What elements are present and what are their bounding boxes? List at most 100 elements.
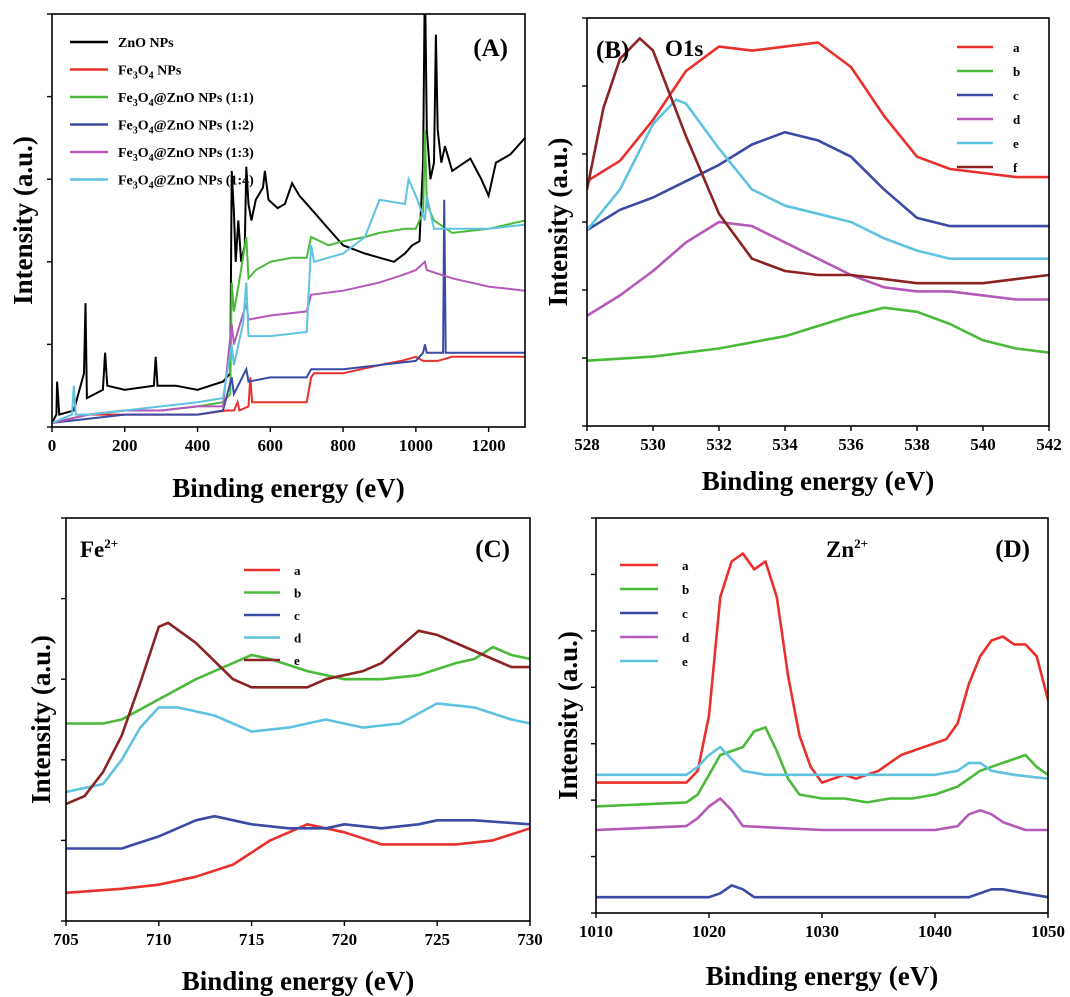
series-line-b [596, 726, 1048, 808]
legend-label: a [682, 558, 689, 573]
legend-label: c [1013, 88, 1019, 103]
x-tick-label: 530 [640, 435, 666, 454]
x-tick-label: 715 [239, 930, 265, 949]
x-tick-label: 800 [330, 436, 356, 455]
x-tick-label: 528 [574, 435, 600, 454]
series-line-zno-nps [52, 14, 525, 424]
y-axis-title: Intensity (a.u.) [543, 138, 573, 307]
legend-label: b [1013, 64, 1020, 79]
legend-label: b [294, 586, 301, 601]
text-part: 4 [149, 153, 154, 164]
text-part: 3 [133, 126, 138, 137]
x-tick-label: 1020 [692, 922, 726, 941]
series-line-fe3o4-zno-nps-1-1- [52, 129, 525, 424]
series-line-e [66, 621, 530, 806]
legend-label: e [1013, 136, 1019, 151]
legend-label: a [1013, 40, 1020, 55]
text-part: e [1013, 136, 1019, 151]
legend-label: a [294, 563, 301, 578]
series-line-b [587, 306, 1049, 362]
panel-label: (A) [473, 35, 508, 62]
text-part: f [1013, 160, 1018, 175]
text-part: NPs [154, 64, 182, 79]
text-part: e [682, 654, 688, 669]
panel-title: Zn2+ [826, 536, 868, 562]
y-axis-title: Intensity (a.u.) [8, 136, 38, 305]
text-part: 4 [149, 181, 154, 192]
panel-title: Fe2+ [80, 536, 118, 562]
x-tick-label: 200 [112, 436, 138, 455]
chart-panel-a: 0 200 400 600 800 1000 1200 Binding energy (eV)… [8, 13, 526, 503]
text-part: b [1013, 64, 1020, 79]
text-part: c [682, 606, 688, 621]
series-line-fe3o4-zno-nps-1-4- [52, 175, 525, 424]
plot-frame [586, 17, 1050, 427]
x-axis-title: Binding energy (eV) [706, 961, 939, 991]
text-part: @ZnO NPs (1:2) [154, 119, 254, 134]
legend-label: Fe3O4@ZnO NPs (1:1) [118, 91, 254, 109]
series-line-fe3o4-zno-nps-1-3- [52, 259, 525, 424]
text-part: Zn [826, 537, 854, 562]
text-part: Fe [80, 537, 104, 562]
series-line-fe3o4-zno-nps-1-2- [52, 199, 525, 424]
x-tick-label: 725 [424, 930, 450, 949]
text-part: O [138, 91, 149, 106]
series-line-a [66, 823, 530, 895]
x-tick-label: 536 [838, 435, 864, 454]
text-part: 2+ [854, 536, 868, 551]
panel-label: (C) [475, 536, 510, 563]
text-part: Fe [118, 174, 133, 189]
series-line-c [596, 884, 1048, 899]
text-part: c [1013, 88, 1019, 103]
text-part: ZnO NPs [118, 36, 174, 51]
series-line-a [587, 41, 1049, 183]
text-part: 3 [133, 153, 138, 164]
text-part: Fe [118, 119, 133, 134]
text-part: O [138, 64, 149, 79]
plot-frame [65, 517, 531, 922]
text-part: e [294, 653, 300, 668]
text-part: a [1013, 40, 1020, 55]
x-axis-title: Binding energy (eV) [172, 473, 405, 503]
text-part: 4 [149, 126, 154, 137]
text-part: Fe [118, 91, 133, 106]
legend-label: d [682, 630, 690, 645]
y-axis-title: Intensity (a.u.) [26, 635, 56, 804]
legend-label: e [682, 654, 688, 669]
text-part: O [138, 119, 149, 134]
legend-label: c [294, 608, 300, 623]
x-tick-label: 532 [706, 435, 732, 454]
text-part: O [138, 146, 149, 161]
plot-frame [51, 13, 526, 428]
x-axis-title: Binding energy (eV) [182, 966, 415, 996]
x-tick-label: 540 [970, 435, 996, 454]
text-part: d [294, 631, 302, 646]
x-tick-label: 1040 [918, 922, 952, 941]
text-part: d [682, 630, 690, 645]
text-part: 3 [133, 71, 138, 82]
plot-frame [595, 517, 1049, 914]
text-part: 4 [149, 71, 154, 82]
panel-label: (D) [995, 536, 1030, 563]
legend-label: Fe3O4@ZnO NPs (1:2) [118, 119, 254, 137]
text-part: b [682, 582, 689, 597]
panel-title: O1s [665, 36, 703, 61]
panel-label: (B) [596, 37, 629, 64]
chart-panel-b: 528 530 532 534 536 538 540 542 Binding energy (… [543, 17, 1062, 496]
text-part: a [682, 558, 689, 573]
x-tick-label: 1200 [472, 436, 506, 455]
x-tick-label: 538 [904, 435, 930, 454]
text-part: 2+ [104, 536, 118, 551]
x-tick-label: 1010 [579, 922, 613, 941]
legend-label: b [682, 582, 689, 597]
x-tick-label: 1030 [805, 922, 839, 941]
y-axis-title: Intensity (a.u.) [553, 631, 583, 800]
series-line-d [66, 702, 530, 794]
text-part: 3 [133, 98, 138, 109]
x-tick-label: 0 [48, 436, 57, 455]
